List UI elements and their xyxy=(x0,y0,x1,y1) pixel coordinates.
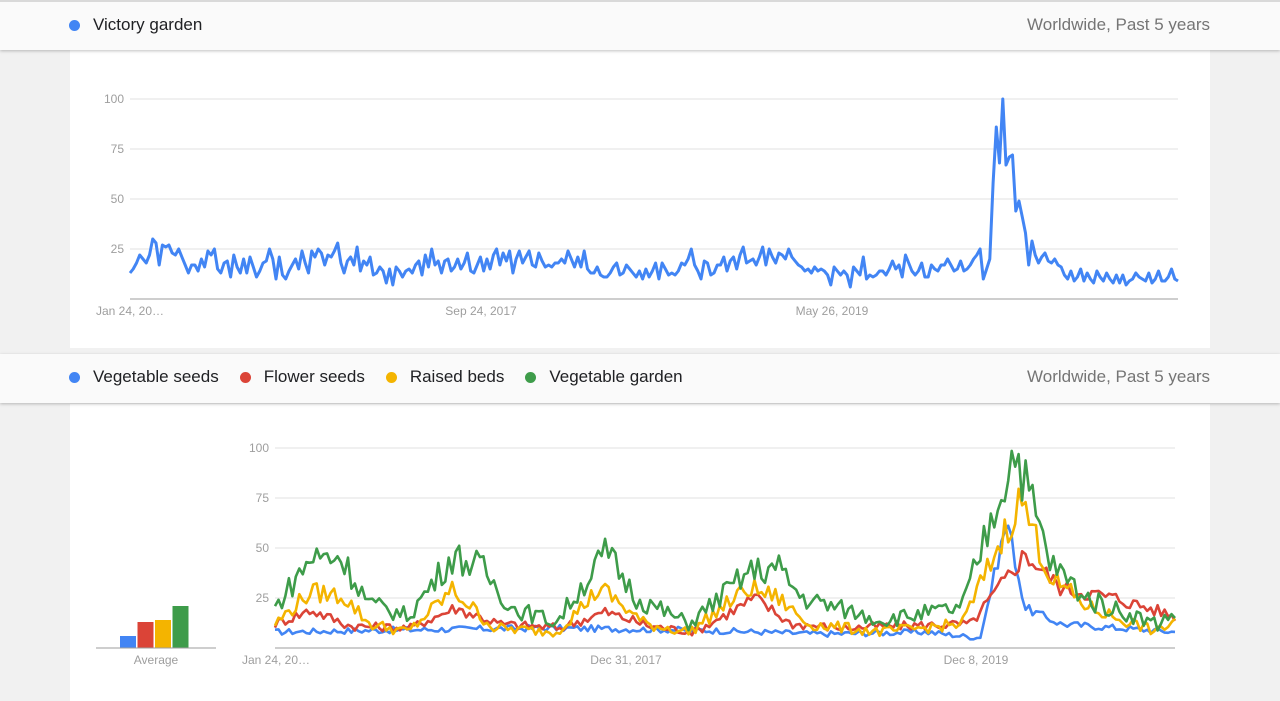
series-line-raised-beds xyxy=(273,487,1176,638)
average-bar-raised-beds[interactable] xyxy=(155,620,171,648)
chart-card-comparison: 25 50 75 100 Jan 24, 20… Dec 31, 2017 Dec 8, 2… xyxy=(70,404,1210,701)
series-dot-icon xyxy=(525,371,537,383)
legend-item-raised-beds[interactable]: Raised beds xyxy=(385,367,505,387)
average-bar-flower-seeds[interactable] xyxy=(137,622,154,648)
chart-header-comparison: Vegetable seeds Flower seeds Raised beds… xyxy=(0,354,1280,403)
legend-item-victory-garden[interactable]: Victory garden xyxy=(69,15,202,35)
y-tick-label: 100 xyxy=(249,441,269,455)
legend-label: Flower seeds xyxy=(263,367,365,386)
line-chart-comparison: 25 50 75 100 Jan 24, 20… Dec 31, 2017 Dec 8, 2… xyxy=(96,441,1177,667)
x-tick-label: Dec 8, 2019 xyxy=(944,653,1009,667)
region-timeframe[interactable]: Worldwide, Past 5 years xyxy=(1027,15,1210,34)
chart-header-victory-garden: Victory garden Worldwide, Past 5 years xyxy=(0,0,1280,50)
average-bar-vegetable-seeds[interactable] xyxy=(120,636,136,648)
series-dot-icon xyxy=(69,19,80,31)
y-tick-label: 25 xyxy=(256,591,270,605)
legend-item-vegetable-garden[interactable]: Vegetable garden xyxy=(525,367,683,387)
y-tick-label: 75 xyxy=(256,491,270,505)
series-line-flower-seeds xyxy=(273,550,1177,637)
y-tick-label: 50 xyxy=(256,541,270,555)
y-tick-label: 75 xyxy=(111,142,125,156)
series-dot-icon xyxy=(69,371,80,383)
line-chart-victory-garden: 25 50 75 100 Jan 24, 20… Sep 24, 2017 May 26, … xyxy=(96,92,1179,318)
y-tick-label: 25 xyxy=(111,242,125,256)
average-bar-vegetable-garden[interactable] xyxy=(172,606,189,648)
series-line-vegetable-garden xyxy=(273,449,1176,632)
legend-label: Vegetable garden xyxy=(549,367,683,386)
series-dot-icon xyxy=(239,371,251,383)
x-tick-label: Dec 31, 2017 xyxy=(590,653,662,667)
region-timeframe[interactable]: Worldwide, Past 5 years xyxy=(1027,367,1210,386)
y-tick-label: 50 xyxy=(111,192,125,206)
legend-label: Victory garden xyxy=(93,15,203,34)
x-tick-label: Jan 24, 20… xyxy=(96,304,164,318)
legend-item-flower-seeds[interactable]: Flower seeds xyxy=(239,367,365,387)
legend-label: Vegetable seeds xyxy=(93,367,219,386)
y-tick-label: 100 xyxy=(104,92,124,106)
x-tick-label: May 26, 2019 xyxy=(796,304,869,318)
series-line-vegetable-seeds xyxy=(274,524,1176,641)
legend: Victory garden xyxy=(69,15,223,35)
legend-label: Raised beds xyxy=(409,367,505,386)
chart-card-victory-garden: 25 50 75 100 Jan 24, 20… Sep 24, 2017 May 26, … xyxy=(70,50,1210,348)
x-tick-label: Jan 24, 20… xyxy=(242,653,310,667)
series-dot-icon xyxy=(385,371,397,383)
x-tick-label: Sep 24, 2017 xyxy=(445,304,517,318)
legend-item-vegetable-seeds[interactable]: Vegetable seeds xyxy=(69,367,219,387)
series-line-victory-garden xyxy=(128,97,1179,289)
legend: Vegetable seeds Flower seeds Raised beds… xyxy=(69,367,704,387)
average-label: Average xyxy=(134,653,179,667)
